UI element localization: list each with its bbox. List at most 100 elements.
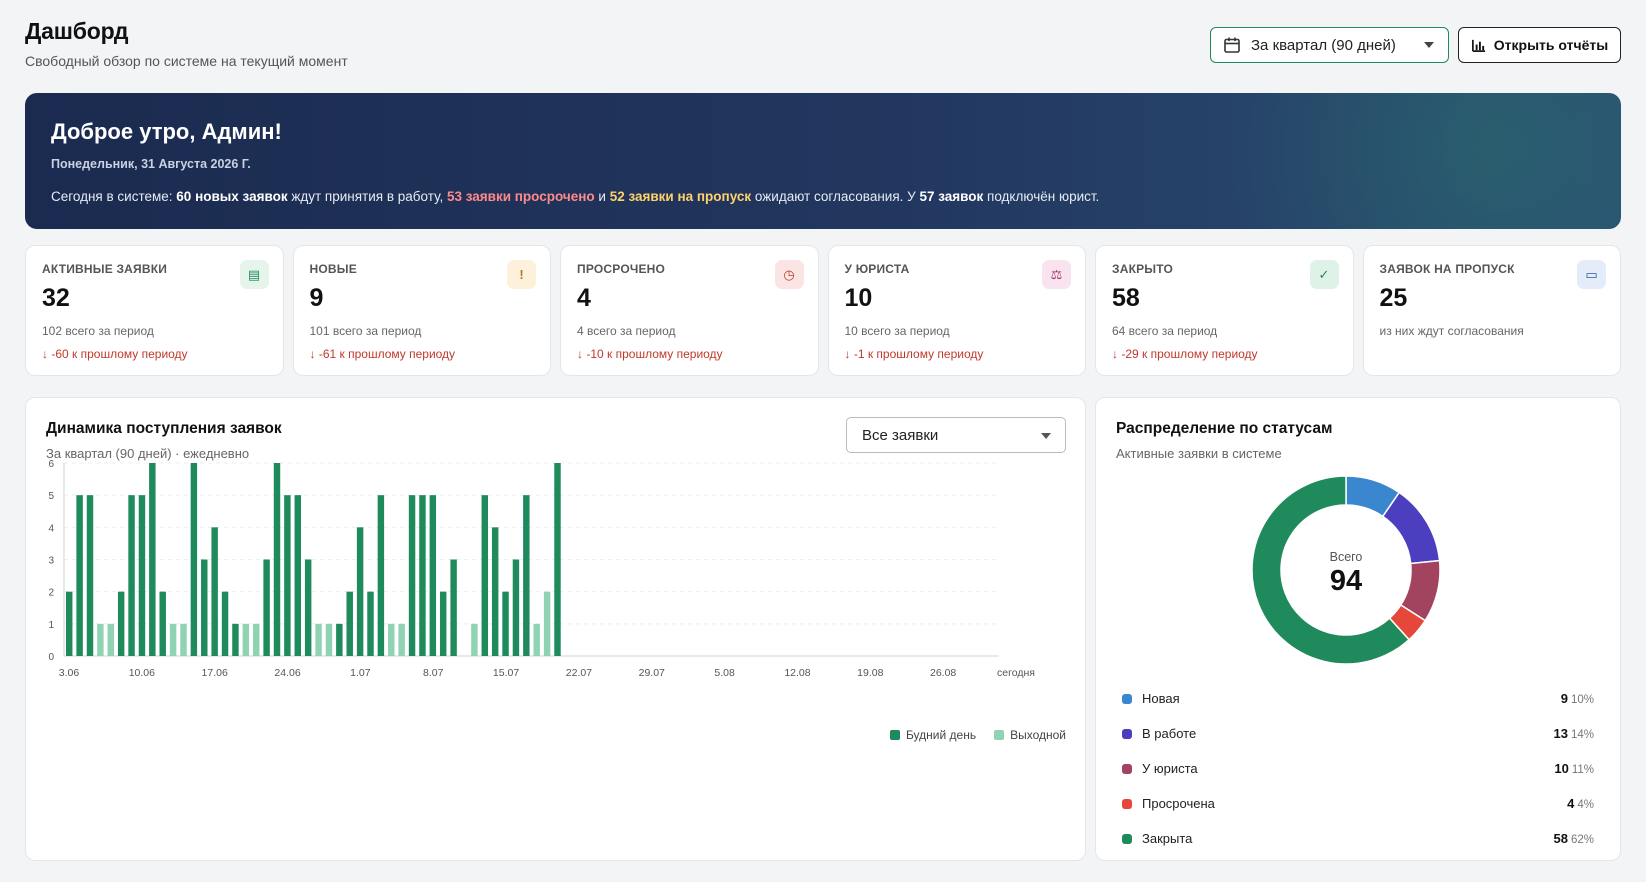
clock-icon: ◷ <box>774 260 804 289</box>
bar <box>471 623 478 656</box>
bar <box>294 495 301 656</box>
bar <box>502 591 509 656</box>
bar <box>138 495 146 656</box>
status-label: Новая <box>1142 691 1180 706</box>
x-tick-label: 1.07 <box>350 667 371 679</box>
x-tick-label: 24.06 <box>274 667 300 679</box>
status-count: 10 11% <box>1554 761 1594 776</box>
legend-label: Выходной <box>1010 728 1066 742</box>
bar <box>481 495 488 656</box>
greeting-summary: Сегодня в системе: 60 новых заявок ждут … <box>51 189 1595 204</box>
bar <box>398 623 405 656</box>
summary-new-requests: 60 новых заявок <box>176 189 288 204</box>
alert-icon: ! <box>507 260 536 289</box>
y-tick-label: 1 <box>48 620 54 631</box>
stat-card-total: 102 всего за период <box>42 324 154 338</box>
stat-card-value: 4 <box>577 284 591 312</box>
summary-passes: 52 заявки на пропуск <box>609 189 752 204</box>
stat-card-new[interactable]: Новые 9 101 всего за период ↓ -61 к прош… <box>292 245 551 376</box>
stat-card-active[interactable]: Активные заявки 32 102 всего за период ↓… <box>25 245 284 376</box>
y-tick-label: 0 <box>48 652 54 663</box>
status-item-new: Новая 9 10% <box>1122 681 1594 716</box>
bar <box>440 591 447 656</box>
status-donut-chart <box>1251 475 1441 665</box>
status-label: Закрыта <box>1142 831 1193 846</box>
bar <box>315 623 322 656</box>
x-tick-label: 12.08 <box>784 667 810 679</box>
status-label: В работе <box>1142 726 1197 741</box>
donut-total-label: Всего <box>1329 550 1363 564</box>
status-count-value: 10 <box>1554 761 1569 776</box>
bar <box>377 495 385 656</box>
stat-card-value: 32 <box>42 284 70 312</box>
clipboard-icon: ▤ <box>239 260 269 289</box>
period-select-value: За квартал (90 дней) <box>1251 36 1396 54</box>
stat-card-label: Закрыто <box>1112 262 1174 276</box>
bar <box>419 495 426 656</box>
requests-filter-select[interactable]: Все заявки <box>846 417 1066 453</box>
bar <box>388 623 395 656</box>
summary-text: ожидают согласования. У <box>751 189 920 204</box>
y-tick-label: 4 <box>48 523 54 534</box>
bar <box>543 591 551 656</box>
bar <box>325 623 333 656</box>
y-tick-label: 3 <box>48 556 54 567</box>
status-count: 58 62% <box>1554 831 1595 846</box>
x-tick-label: сегодня <box>997 667 1035 679</box>
status-label: Просрочена <box>1142 796 1215 811</box>
stat-card-total: 64 всего за период <box>1112 324 1218 338</box>
x-tick-label: 5.08 <box>714 667 735 679</box>
chart-panel-subtitle: За квартал (90 дней) · ежедневно <box>46 446 250 461</box>
open-reports-button[interactable]: Открыть отчёты <box>1458 27 1621 63</box>
stat-card-passes[interactable]: Заявок на пропуск 25 из них ждут согласо… <box>1362 245 1621 376</box>
bar <box>533 623 540 656</box>
bar <box>190 463 198 656</box>
x-tick-label: 19.08 <box>857 667 883 679</box>
period-select[interactable]: За квартал (90 дней) <box>1210 27 1449 63</box>
stat-card-value: 58 <box>1112 284 1140 312</box>
legend-swatch <box>889 730 900 740</box>
bar <box>512 559 520 656</box>
x-tick-label: 29.07 <box>639 667 665 679</box>
status-item-lawyer: У юриста 10 11% <box>1122 751 1594 786</box>
summary-overdue: 53 заявки просрочено <box>446 189 595 204</box>
status-dot <box>1122 693 1132 704</box>
bar <box>211 527 218 656</box>
status-count-percent: 62% <box>1570 834 1594 846</box>
greeting-title: Доброе утро, Админ! <box>51 119 282 144</box>
stat-card-label: Просрочено <box>577 262 666 276</box>
car-icon: ▭ <box>1577 260 1606 289</box>
bar <box>97 623 104 656</box>
bar <box>450 559 457 656</box>
status-label: У юриста <box>1142 761 1198 776</box>
donut-slice <box>1251 475 1411 665</box>
requests-chart-panel: 0 1 2 3 4 5 6 3.06 10.06 17.06 24.06 1.07 8.07 15.07 2… <box>25 397 1086 861</box>
y-tick-label: 2 <box>48 588 54 599</box>
x-tick-label: 8.07 <box>423 667 444 679</box>
stat-card-closed[interactable]: Закрыто 58 64 всего за период ↓ -29 к пр… <box>1095 245 1354 376</box>
stat-card-delta: ↓ -61 к прошлому периоду <box>309 347 456 361</box>
greeting-date: Понедельник, 31 Августа 2026 Г. <box>51 157 251 171</box>
requests-bar-chart: 0 1 2 3 4 5 6 3.06 10.06 17.06 24.06 1.07 8.07 15.07 2… <box>48 459 1035 679</box>
stat-card-value: 10 <box>844 284 873 312</box>
bar <box>263 559 270 656</box>
stat-card-overdue[interactable]: Просрочено 4 4 всего за период ↓ -10 к п… <box>560 245 819 376</box>
legend-swatch <box>994 730 1005 740</box>
x-tick-label: 26.08 <box>930 667 956 679</box>
stat-card-value: 9 <box>309 284 324 312</box>
status-count-percent: 14% <box>1570 729 1594 741</box>
scales-icon: ⚖ <box>1042 260 1071 289</box>
y-tick-label: 6 <box>48 459 54 470</box>
y-tick-label: 5 <box>48 491 54 502</box>
bar <box>107 623 114 656</box>
header-actions: За квартал (90 дней) Открыть отчёты <box>1210 27 1621 63</box>
stat-card-lawyer[interactable]: У юриста 10 10 всего за период ↓ -1 к пр… <box>827 245 1086 376</box>
stat-card-delta: ↓ -60 к прошлому периоду <box>42 347 188 361</box>
status-count: 9 10% <box>1561 691 1594 706</box>
summary-text: ждут принятия в работу, <box>287 189 447 204</box>
status-item-in-progress: В работе 13 14% <box>1122 716 1594 751</box>
bar <box>367 591 374 656</box>
stat-card-total: 101 всего за период <box>309 324 422 338</box>
bar <box>253 623 260 656</box>
bar <box>76 495 83 656</box>
